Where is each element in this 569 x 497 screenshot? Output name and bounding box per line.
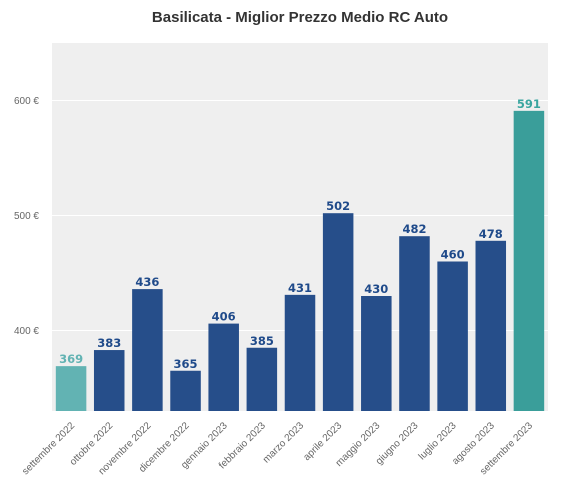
- data-label: 430: [364, 282, 388, 296]
- data-label: 482: [402, 222, 426, 236]
- data-label: 431: [288, 281, 312, 295]
- x-tick-label: marzo 2023: [261, 420, 306, 465]
- y-tick-label: 600 €: [14, 96, 39, 107]
- bar: [170, 370, 201, 411]
- data-label: 478: [479, 227, 503, 241]
- bar: [284, 294, 316, 411]
- bar: [361, 296, 392, 411]
- x-tick-label: settembre 2022: [20, 420, 77, 477]
- bar: [322, 213, 354, 411]
- data-label: 591: [517, 97, 541, 111]
- bars: [55, 110, 545, 411]
- bar: [475, 240, 507, 411]
- data-label: 385: [250, 334, 274, 348]
- y-tick-label: 500 €: [14, 211, 39, 222]
- data-label: 406: [212, 310, 236, 324]
- y-tick-label: 400 €: [14, 326, 39, 337]
- data-label: 436: [135, 275, 159, 289]
- data-label: 383: [97, 336, 121, 350]
- data-label: 365: [174, 357, 198, 371]
- bar: [132, 289, 163, 411]
- chart-title: Basilicata - Miglior Prezzo Medio RC Aut…: [152, 9, 448, 26]
- bar: [55, 366, 87, 411]
- bar: [208, 323, 239, 411]
- y-axis: 400 € 500 € 600 €: [14, 96, 39, 337]
- data-label: 502: [326, 199, 350, 213]
- data-label: 369: [59, 352, 83, 366]
- data-labels: 369 383 436 365 406 385 431 502 430 482 460 478 591: [59, 97, 541, 371]
- bar: [399, 236, 430, 411]
- data-label: 460: [441, 248, 465, 262]
- bar: [513, 110, 545, 411]
- bar: [437, 261, 468, 411]
- bar: [246, 347, 278, 411]
- bar: [93, 350, 125, 411]
